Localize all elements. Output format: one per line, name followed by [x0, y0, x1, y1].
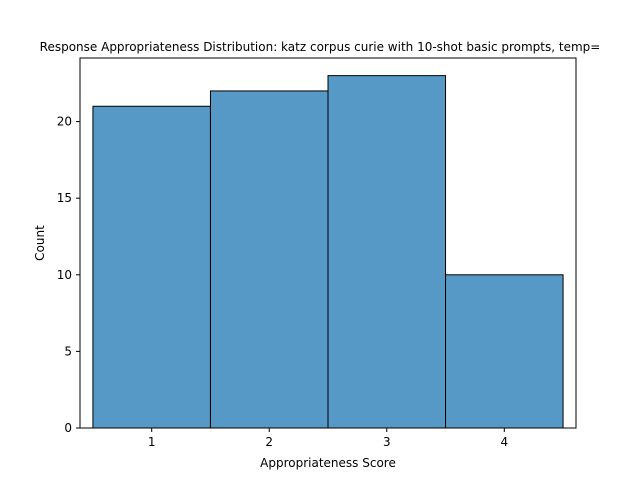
histogram-bar	[445, 274, 564, 429]
x-tick-label: 3	[383, 435, 391, 449]
x-tick-label: 1	[148, 435, 156, 449]
histogram-bar	[327, 75, 447, 429]
y-axis: 0 5 10 15 20	[57, 115, 80, 435]
y-tick-label: 10	[57, 268, 72, 282]
y-axis-label: Count	[33, 225, 47, 261]
x-tick-label: 2	[265, 435, 273, 449]
bars-layer	[92, 75, 564, 429]
histogram-bar	[209, 90, 329, 429]
chart-title: Response Appropriateness Distribution: k…	[40, 40, 601, 54]
y-tick-label: 20	[57, 115, 72, 129]
y-tick-label: 5	[64, 344, 72, 358]
plot-frame	[79, 57, 577, 429]
y-tick-label: 15	[57, 191, 72, 205]
x-tick-label: 4	[500, 435, 508, 449]
x-axis-label: Appropriateness Score	[260, 456, 396, 470]
y-tick-label: 0	[64, 421, 72, 435]
histogram-bar	[92, 105, 211, 429]
x-axis: 1 2 3 4	[148, 428, 508, 449]
